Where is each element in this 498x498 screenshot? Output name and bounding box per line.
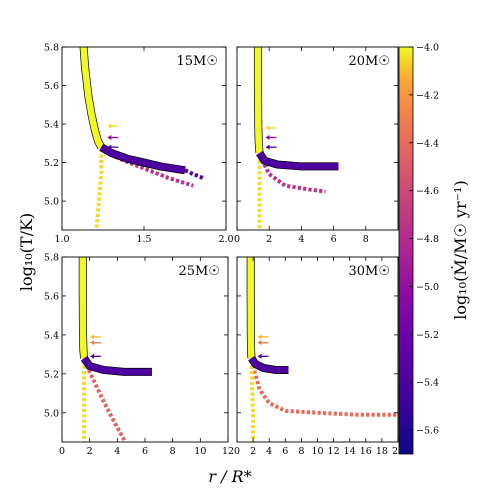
panel-label: 25M☉ bbox=[178, 264, 220, 279]
arrow-marker bbox=[257, 334, 269, 340]
x-tick-label: 10 bbox=[311, 446, 323, 457]
series-line bbox=[99, 144, 186, 174]
x-tick-label: 14 bbox=[344, 446, 356, 457]
colorbar-gradient bbox=[398, 46, 414, 455]
series-line bbox=[248, 356, 289, 374]
y-tick-label: 5.8 bbox=[44, 43, 59, 54]
colorbar-label: log₁₀(Ṁ/M☉ yr⁻¹) bbox=[450, 180, 470, 319]
arrow-marker bbox=[107, 144, 119, 150]
panel-3: 0 2 4 6 8 10 12 5.0 5.2 5.4 5.6 5.8 25M☉ bbox=[44, 253, 234, 458]
series-line bbox=[81, 356, 152, 376]
arrow-marker bbox=[90, 353, 102, 359]
x-tick-label: 12 bbox=[328, 446, 340, 457]
arrow-marker bbox=[90, 340, 102, 346]
x-tick-label: 2 bbox=[250, 446, 256, 457]
panel-4: 0 2 4 6 8 10 12 14 16 18 20 30M☉ bbox=[234, 256, 404, 457]
colorbar: −4.0 −4.2 −4.4 −4.6 −4.8 −5.0 −5.2 −5.4 −5.6 log… bbox=[398, 43, 470, 455]
x-axis-label: r / R* bbox=[208, 467, 251, 486]
panel-label: 15M☉ bbox=[176, 54, 218, 69]
colorbar-tick-label: −4.0 bbox=[416, 43, 439, 54]
arrow-marker bbox=[257, 340, 269, 346]
series-line bbox=[247, 257, 255, 359]
x-tick-label: 20 bbox=[392, 446, 404, 457]
arrow-marker bbox=[265, 134, 277, 141]
y-tick-label: 5.4 bbox=[44, 330, 59, 341]
arrow-marker bbox=[265, 144, 277, 150]
x-tick-label: 8 bbox=[363, 234, 369, 245]
y-tick-label: 5.6 bbox=[44, 291, 59, 302]
y-axis-label: log₁₀(T/K) bbox=[17, 213, 36, 291]
x-tick-label: 2 bbox=[87, 446, 93, 457]
x-tick-label: 6 bbox=[331, 234, 337, 245]
panel-1: 1.0 1.5 2.0 5.0 5.2 5.4 5.6 5.8 15M☉ bbox=[44, 43, 234, 246]
y-tick-label: 5.2 bbox=[44, 369, 59, 380]
x-tick-label: 6 bbox=[282, 446, 288, 457]
arrow-marker bbox=[107, 134, 119, 141]
x-tick-label: 2 bbox=[266, 234, 272, 245]
series-line bbox=[79, 257, 88, 359]
panel-label: 30M☉ bbox=[348, 264, 390, 279]
arrow-marker bbox=[90, 334, 102, 340]
colorbar-tick-label: −5.0 bbox=[416, 282, 439, 293]
series-line bbox=[80, 47, 105, 149]
x-tick-label: 16 bbox=[360, 446, 372, 457]
x-tick-label: 0 bbox=[234, 446, 240, 457]
x-tick-label: 0 bbox=[59, 446, 65, 457]
x-tick-label: 0 bbox=[234, 234, 240, 245]
y-tick-label: 5.2 bbox=[44, 158, 59, 169]
series-line bbox=[254, 47, 263, 154]
plot-area bbox=[79, 47, 204, 230]
colorbar-tick-label: −4.2 bbox=[416, 90, 439, 101]
x-tick-label: 18 bbox=[376, 446, 388, 457]
series-line-dotted bbox=[94, 149, 104, 230]
x-tick-label: 10 bbox=[194, 446, 206, 457]
series-line bbox=[256, 151, 339, 170]
y-tick-label: 5.8 bbox=[44, 253, 59, 264]
x-tick-label: 4 bbox=[114, 446, 120, 457]
colorbar-tick-label: −5.4 bbox=[416, 378, 439, 389]
x-tick-label: 4 bbox=[266, 446, 272, 457]
plot-area bbox=[78, 257, 152, 442]
panel-2: 0 2 4 6 8 20M☉ bbox=[234, 46, 399, 245]
x-tick-label: 8 bbox=[170, 446, 176, 457]
x-tick-label: 2.0 bbox=[218, 234, 233, 245]
plot-area bbox=[246, 257, 398, 442]
series-line-dotted bbox=[257, 153, 326, 194]
x-tick-label: 12 bbox=[222, 446, 234, 457]
y-tick-label: 5.0 bbox=[44, 408, 59, 419]
y-tick-label: 5.4 bbox=[44, 120, 59, 131]
arrow-marker bbox=[257, 353, 269, 359]
colorbar-tick-label: −4.4 bbox=[416, 138, 439, 149]
series-line-dotted bbox=[249, 360, 256, 442]
x-tick-label: 6 bbox=[142, 446, 148, 457]
x-tick-label: 1.5 bbox=[136, 234, 151, 245]
y-tick-label: 5.6 bbox=[44, 81, 59, 92]
series-line-dotted bbox=[184, 168, 204, 180]
colorbar-tick-label: −4.6 bbox=[416, 186, 439, 197]
x-tick-label: 1.0 bbox=[54, 234, 69, 245]
arrow-marker bbox=[265, 125, 277, 131]
x-tick-label: 8 bbox=[298, 446, 304, 457]
panel-label: 20M☉ bbox=[348, 54, 390, 69]
plot-area bbox=[253, 47, 339, 230]
series-line-dotted bbox=[82, 359, 127, 442]
colorbar-tick-label: −5.6 bbox=[416, 426, 439, 437]
colorbar-tick-label: −5.2 bbox=[416, 330, 439, 341]
arrow-marker bbox=[107, 123, 119, 129]
colorbar-tick-label: −4.8 bbox=[416, 234, 439, 245]
x-tick-label: 4 bbox=[298, 234, 304, 245]
y-tick-label: 5.0 bbox=[44, 197, 59, 208]
colorbar-ticks: −4.0 −4.2 −4.4 −4.6 −4.8 −5.0 −5.2 −5.4 −5.6 bbox=[409, 43, 439, 437]
axes-frame bbox=[236, 46, 399, 231]
series-line-dotted bbox=[249, 359, 398, 417]
